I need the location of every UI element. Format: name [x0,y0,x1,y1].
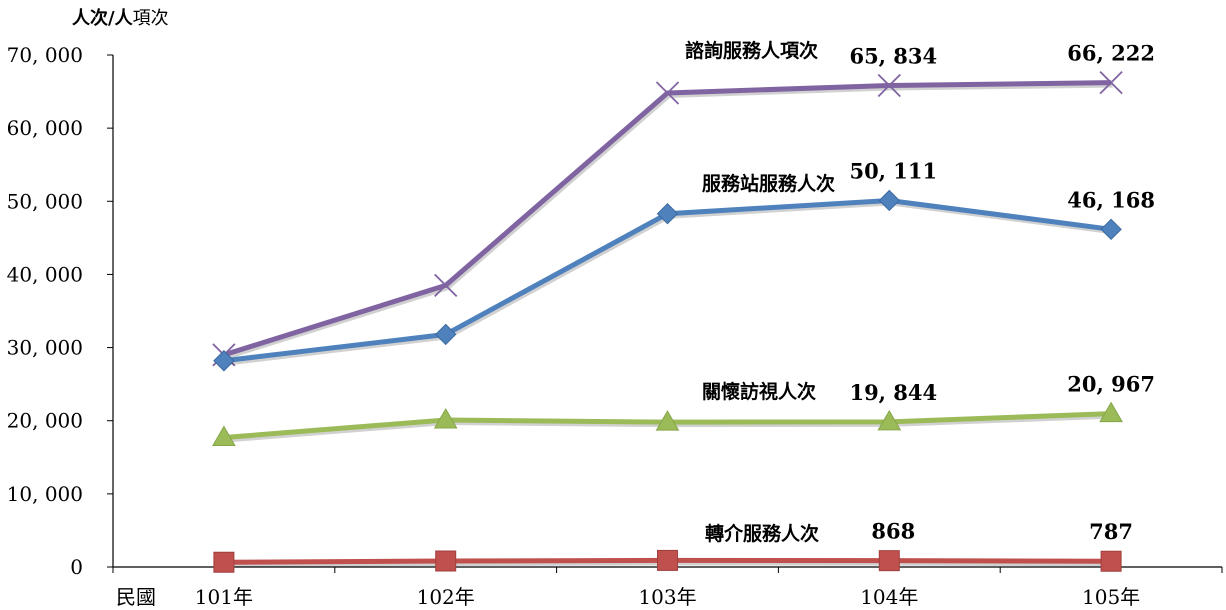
data-label: 868 [871,519,915,544]
y-unit-label: 人次/人項次 [72,7,169,29]
y-tick-label: 60, 000 [7,116,83,140]
y-tick-label: 0 [70,555,83,579]
data-label: 46, 168 [1067,187,1155,212]
y-unit-label-bold: 人次/人 [72,7,134,29]
x-axis-categories: 101年 102年 103年 104年 105年 [113,567,1222,609]
y-unit-label-rest: 項次 [133,8,169,29]
series-1: 50, 111 46, 168 服務站服務人次 [214,158,1155,370]
data-label: 787 [1089,519,1133,544]
data-label: 20, 967 [1067,372,1155,397]
series-3: 868 787 轉介服務人次 [214,519,1133,573]
x-tick-label: 102年 [417,585,475,609]
y-tick-label: 70, 000 [7,43,83,67]
data-point-square-marker [658,550,678,570]
series-line [224,200,1111,360]
data-point-square-marker [1101,551,1121,571]
series-line-shadow [225,203,1112,363]
data-label: 50, 111 [849,158,937,183]
series-name-label: 關懷訪視人次 [702,380,816,403]
series-name-label: 轉介服務人次 [705,522,819,545]
y-axis-ticks: 0 10, 000 20, 000 30, 000 40, 000 50, 000 60, … [7,43,113,579]
series-name-label: 諮詢服務人項次 [685,39,818,62]
y-tick-label: 50, 000 [7,189,83,213]
x-axis-prefix-label: 民國 [116,585,156,609]
series-name-label: 服務站服務人次 [702,172,835,195]
data-point-square-marker [879,551,899,571]
y-tick-label: 30, 000 [7,336,83,360]
series-2: 19, 844 20, 967 關懷訪視人次 [213,372,1155,446]
data-point-diamond-marker [879,190,899,210]
data-point-diamond-marker [436,324,456,344]
data-point-square-marker [436,551,456,571]
x-tick-label: 101年 [195,585,253,609]
data-point-square-marker [214,552,234,572]
series-0: 65, 834 66, 222 諮詢服務人項次 [213,39,1155,366]
data-label: 19, 844 [849,380,937,405]
data-point-diamond-marker [1101,219,1121,239]
y-tick-label: 40, 000 [7,262,83,286]
x-tick-label: 104年 [860,585,918,609]
x-tick-label: 103年 [638,585,696,609]
series-layer: 65, 834 66, 222 諮詢服務人項次 50, 111 46, 168 服務站服務… [213,39,1155,572]
x-tick-label: 105年 [1082,585,1140,609]
data-label: 65, 834 [849,43,937,68]
y-tick-label: 20, 000 [7,409,83,433]
data-label: 66, 222 [1067,41,1155,66]
y-tick-label: 10, 000 [7,482,83,506]
